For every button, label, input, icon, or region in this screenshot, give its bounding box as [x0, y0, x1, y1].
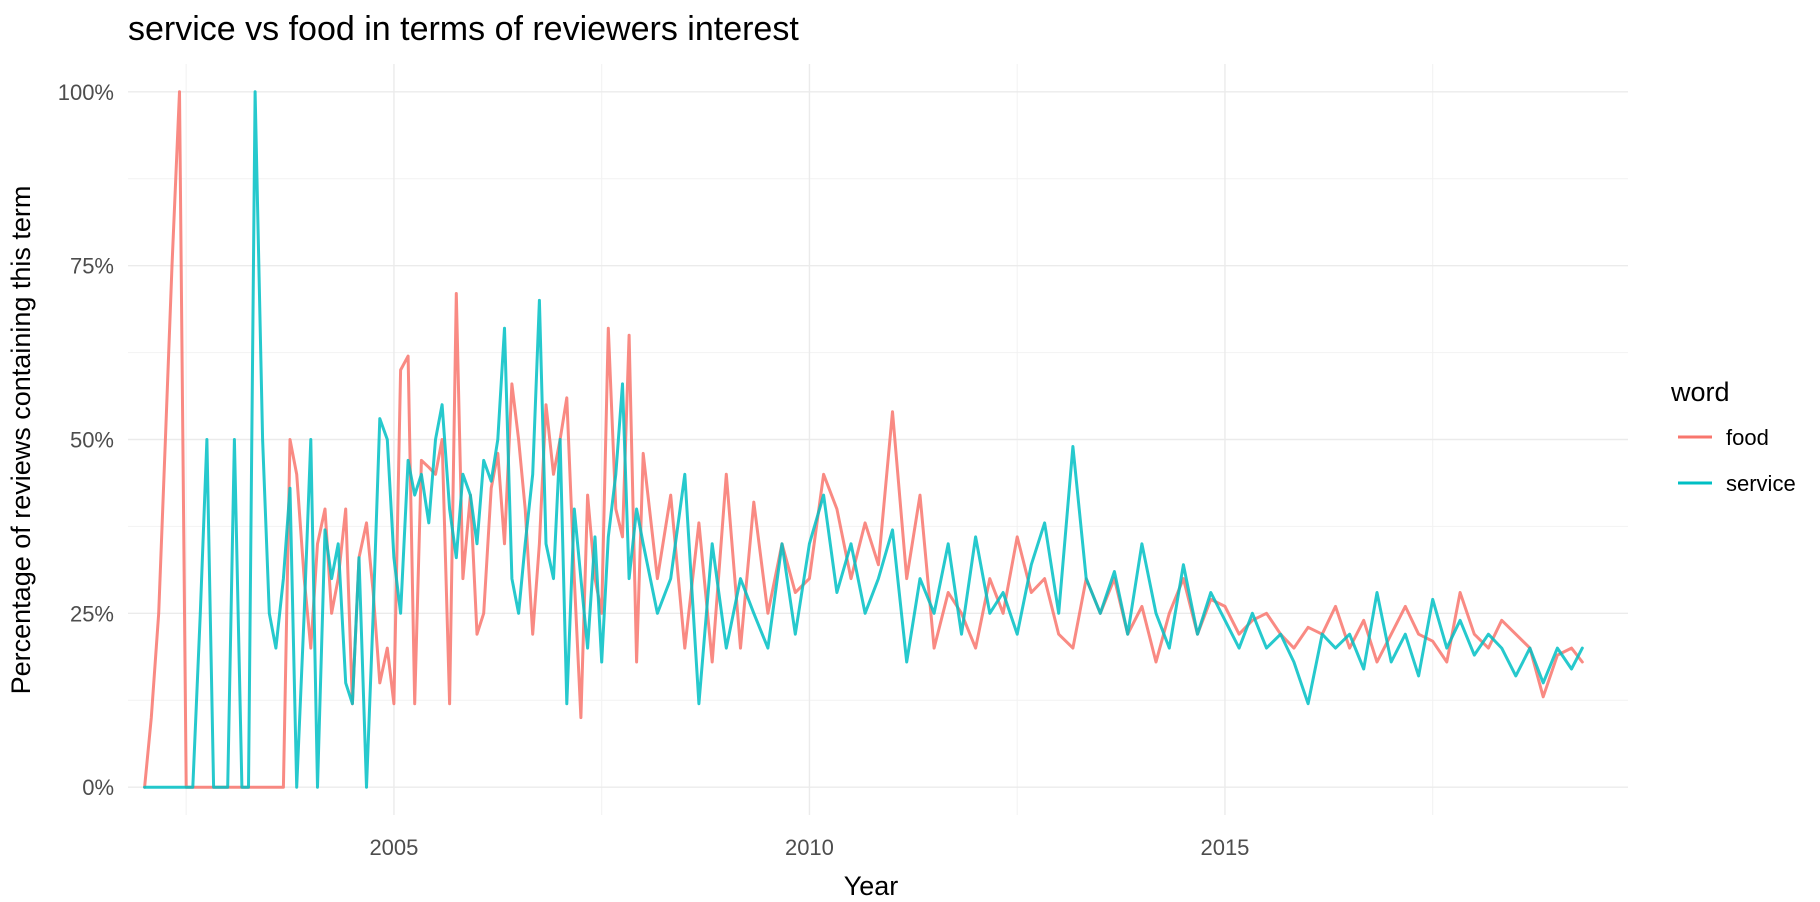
legend-title: word: [1670, 377, 1730, 407]
chart-title: service vs food in terms of reviewers in…: [128, 10, 799, 48]
x-axis-ticks: 2005 2010 2015: [369, 835, 1249, 860]
series-line-food: [143, 90, 1584, 789]
x-tick-label: 2005: [369, 835, 418, 860]
y-tick-label: 0%: [82, 775, 114, 800]
series-line-service: [143, 90, 1584, 789]
x-tick-label: 2015: [1200, 835, 1249, 860]
y-tick-label: 100%: [58, 80, 114, 105]
series-layer: [143, 90, 1584, 789]
y-axis-title: Percentage of reviews containing this te…: [6, 186, 36, 695]
legend-label-service: service: [1726, 471, 1796, 496]
x-axis-title: Year: [844, 871, 899, 901]
y-tick-label: 25%: [70, 601, 114, 626]
x-tick-label: 2010: [785, 835, 834, 860]
legend: word food service: [1670, 377, 1796, 496]
y-tick-label: 75%: [70, 254, 114, 279]
legend-label-food: food: [1726, 425, 1769, 450]
y-tick-label: 50%: [70, 428, 114, 453]
y-axis-ticks: 0% 25% 50% 75% 100%: [58, 80, 114, 800]
